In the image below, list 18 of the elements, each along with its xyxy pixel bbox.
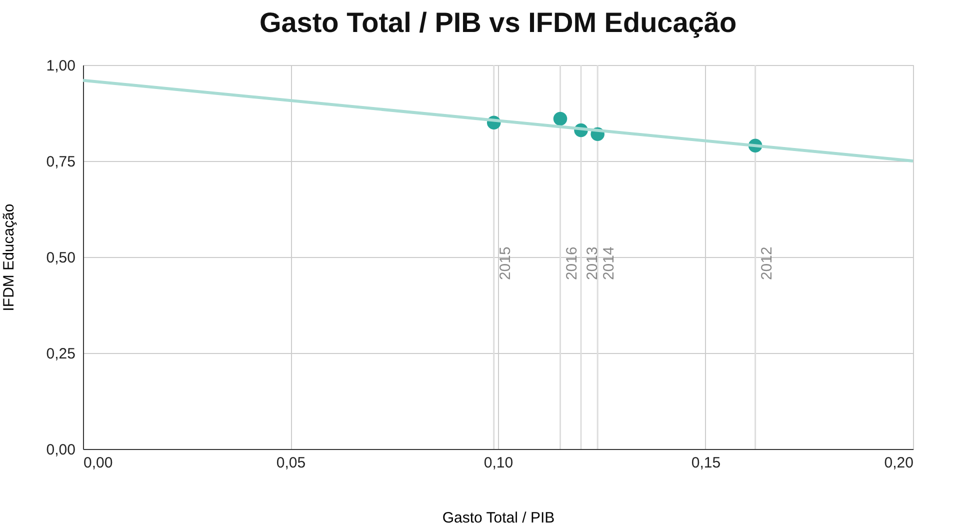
y-tick-label: 0,50 [46,250,76,266]
annotation: 2014 [600,246,618,280]
x-axis-title: Gasto Total / PIB [442,510,555,526]
annotation: 2015 [496,246,514,280]
y-tick-label: 0,00 [46,442,76,458]
y-tick-label: 0,25 [46,346,76,362]
x-tick-label: 0,00 [84,454,113,472]
annotation: 2016 [563,246,580,280]
annotation: 2012 [758,246,776,280]
x-tick-label: 0,15 [691,454,721,472]
chart-title: Gasto Total / PIB vs IFDM Educação [259,7,737,38]
x-tick-label: 0,05 [276,454,306,472]
annotation: 2013 [584,246,601,280]
y-tick-label: 0,75 [46,154,76,170]
x-tick-label: 0,20 [884,454,914,472]
y-tick-label: 1,00 [46,58,76,74]
y-axis-title: IFDM Educação [0,204,18,312]
x-tick-label: 0,10 [484,454,514,472]
